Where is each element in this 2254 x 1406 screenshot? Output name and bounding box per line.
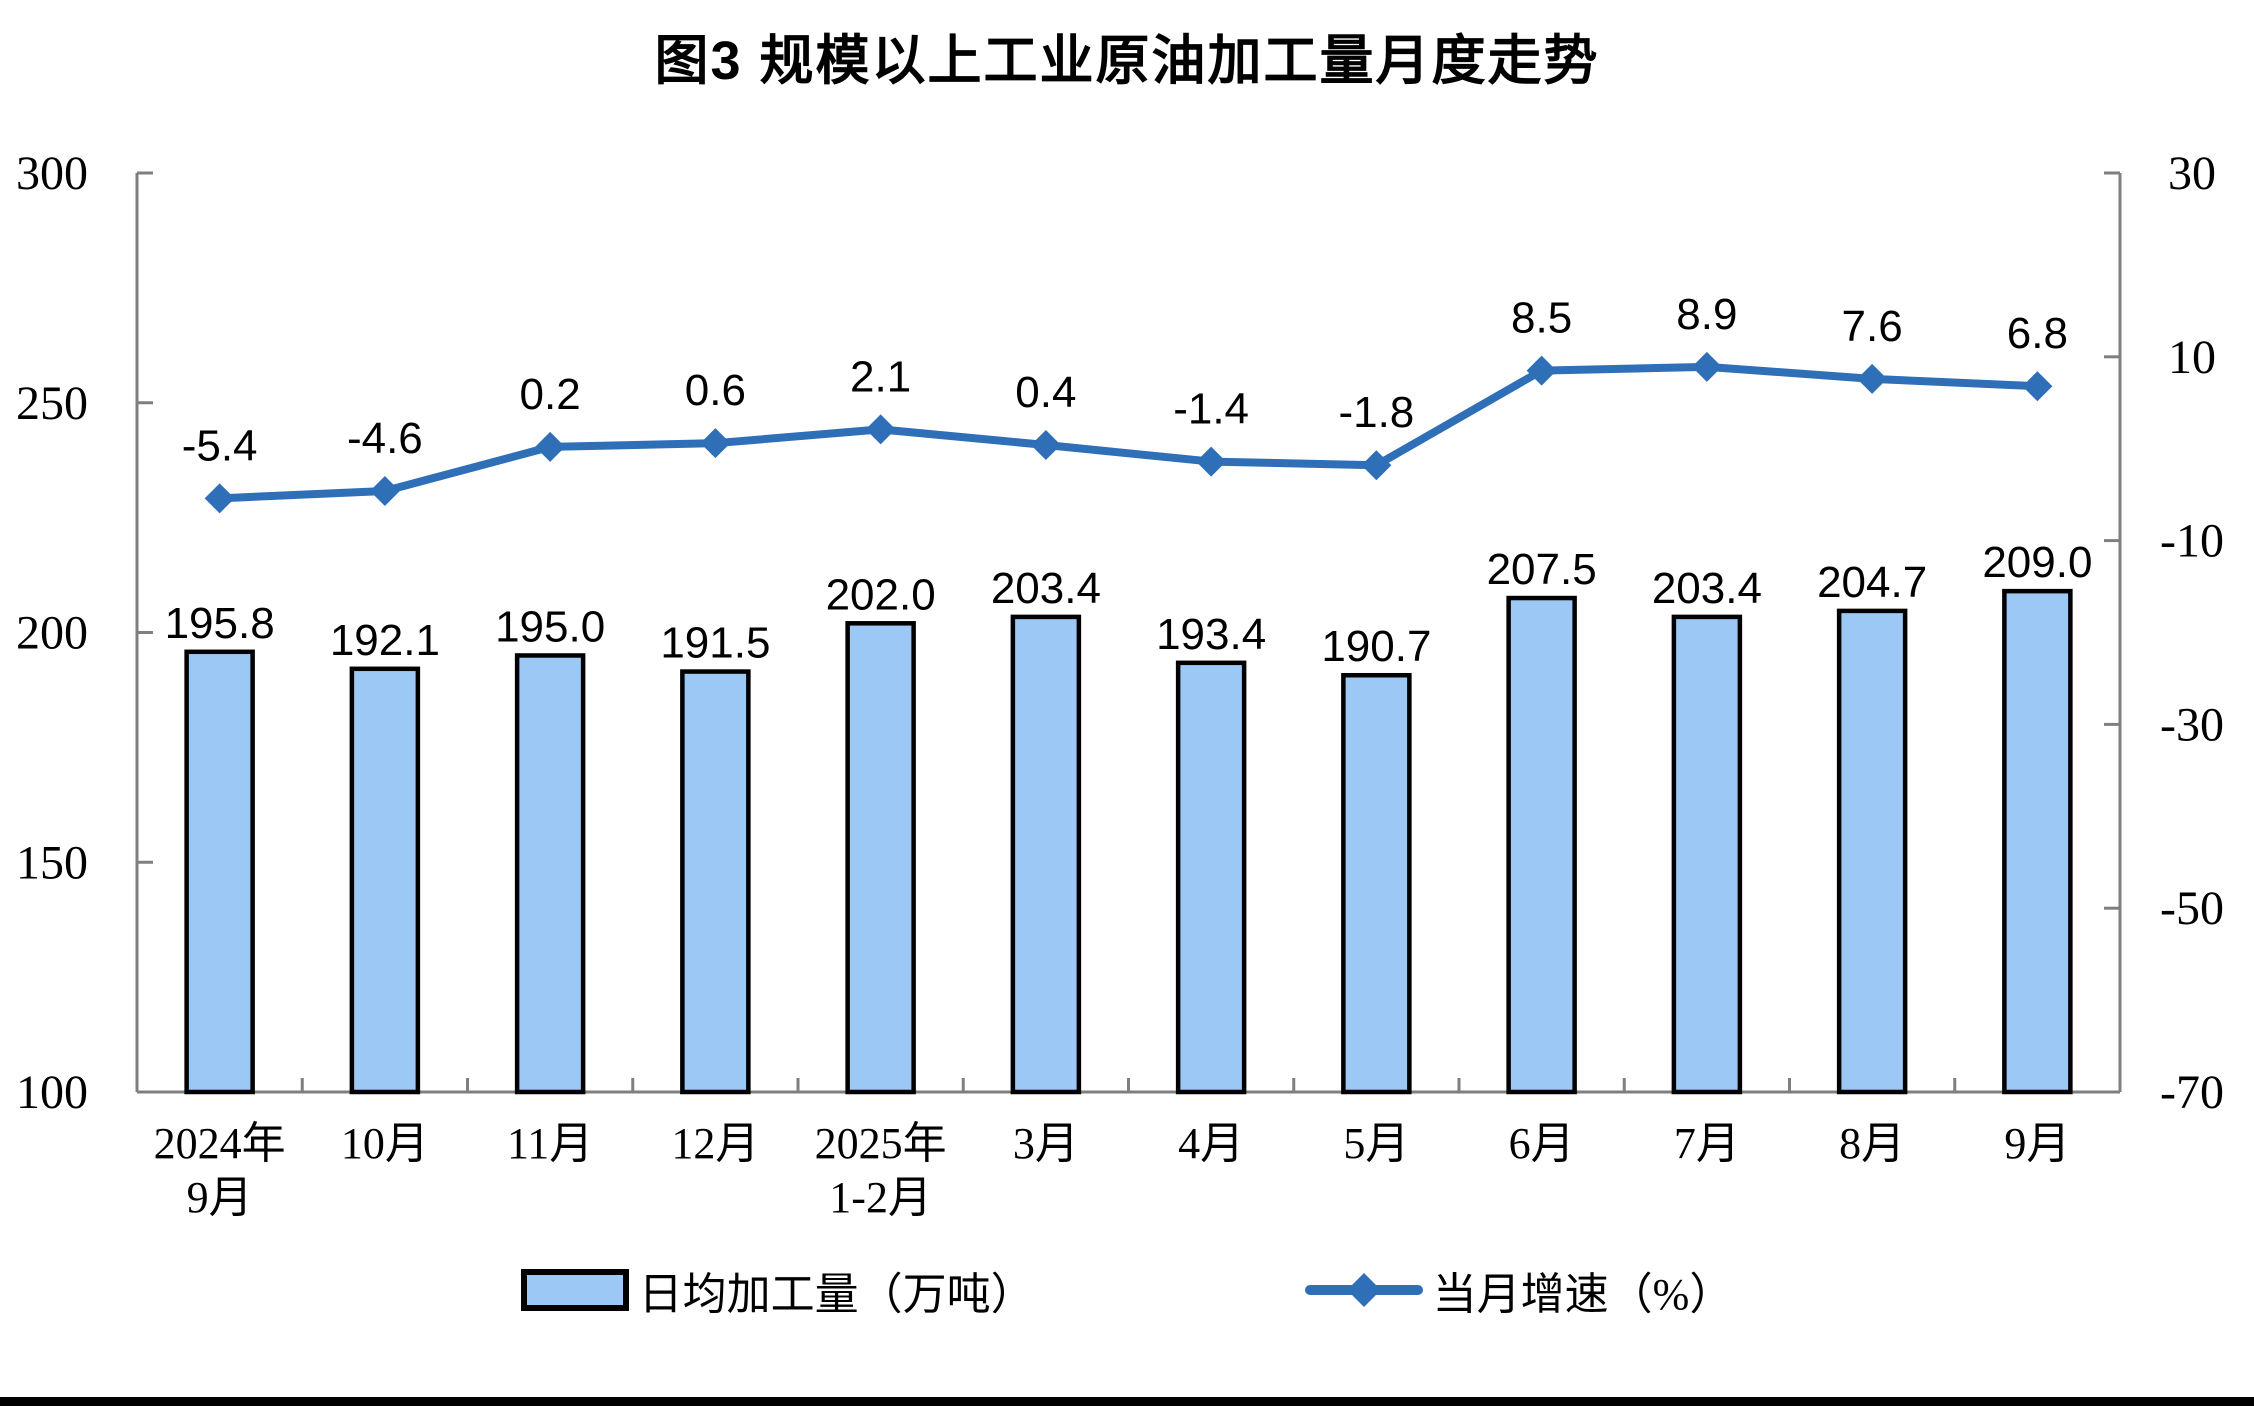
x-axis-category-label: 7月 — [1674, 1119, 1740, 1168]
bar — [1506, 595, 1577, 1095]
bar-value-label: 193.4 — [1156, 610, 1266, 659]
line-marker — [700, 428, 731, 459]
bar-value-label: 195.0 — [495, 602, 605, 651]
x-axis-category-label: 2024年 9月 — [154, 1119, 286, 1222]
legend-item-line: 当月增速（%） — [1304, 1258, 1734, 1322]
bar-value-label: 191.5 — [660, 619, 770, 668]
x-axis-category-label: 9月 — [2004, 1119, 2070, 1168]
y-axis-right-tick-label: 10 — [2168, 331, 2216, 384]
y-axis-right-tick-label: -50 — [2160, 882, 2224, 935]
line-marker — [1196, 446, 1227, 477]
bar-value-label: 190.7 — [1321, 622, 1431, 671]
y-axis-left-tick-label: 150 — [16, 836, 88, 889]
x-axis-category-label: 5月 — [1343, 1119, 1409, 1168]
x-axis-category-label: 8月 — [1839, 1119, 1905, 1168]
line-marker — [1526, 355, 1557, 386]
y-axis-right-tick-label: -10 — [2160, 515, 2224, 568]
bar-value-label: 203.4 — [1652, 564, 1762, 613]
bar-value-label: 203.4 — [991, 564, 1101, 613]
bar — [514, 653, 586, 1095]
x-axis-category-label: 4月 — [1178, 1119, 1244, 1168]
bar-value-label: 195.8 — [165, 599, 275, 648]
line-marker — [369, 475, 400, 506]
line-value-label: 8.5 — [1511, 294, 1572, 343]
x-axis-category-label: 12月 — [671, 1119, 759, 1168]
line-value-label: -1.8 — [1338, 388, 1414, 437]
bar — [1341, 672, 1412, 1095]
x-axis-category-label: 2025年 1-2月 — [815, 1119, 947, 1222]
line-marker — [1691, 351, 1722, 382]
line-value-label: 8.9 — [1676, 290, 1737, 339]
y-axis-right-tick-label: 30 — [2168, 147, 2216, 200]
bar — [2002, 588, 2073, 1095]
bar — [680, 669, 751, 1095]
bar — [184, 649, 255, 1095]
y-axis-left-tick-label: 200 — [16, 607, 88, 660]
y-axis-left-tick-label: 250 — [16, 377, 88, 430]
line-series-label: 当月增速（%） — [1432, 1270, 1734, 1319]
bar — [1671, 614, 1743, 1095]
line-marker — [865, 414, 896, 445]
bar-value-label: 209.0 — [1982, 538, 2092, 587]
x-axis-category-label: 3月 — [1013, 1119, 1079, 1168]
legend: 日均加工量（万吨） 当月增速（%） — [0, 1258, 2254, 1322]
line-swatch-diamond-marker — [1346, 1273, 1381, 1307]
line-value-label: 0.4 — [1015, 368, 1076, 417]
bar-series-label: 日均加工量（万吨） — [638, 1270, 1035, 1319]
line-value-label: 7.6 — [1842, 302, 1903, 351]
line-value-label: -5.4 — [182, 421, 258, 470]
legend-item-bar: 日均加工量（万吨） — [520, 1258, 1035, 1322]
bar-value-label: 207.5 — [1487, 545, 1597, 594]
line-marker — [2022, 371, 2053, 402]
line-marker — [204, 483, 235, 514]
line-value-label: 6.8 — [2007, 309, 2068, 358]
y-axis-left-tick-label: 300 — [16, 147, 88, 200]
line-marker — [1030, 430, 1061, 461]
line-marker — [1361, 450, 1392, 481]
line-value-label: 0.6 — [685, 366, 746, 415]
bar — [349, 666, 421, 1095]
bottom-border — [0, 1397, 2254, 1406]
bar — [1010, 614, 1082, 1095]
chart-title: 图3 规模以上工业原油加工量月度走势 — [654, 31, 1600, 91]
x-axis-category-label: 6月 — [1509, 1119, 1575, 1168]
growth-line — [215, 362, 2042, 503]
bar-value-label: 204.7 — [1817, 558, 1927, 607]
line-value-label: 0.2 — [520, 370, 581, 419]
line-value-label: 2.1 — [850, 352, 911, 401]
line-marker — [535, 431, 566, 462]
bar-value-label: 192.1 — [330, 616, 440, 665]
line-value-label: -1.4 — [1173, 385, 1249, 434]
x-axis-category-label: 10月 — [341, 1119, 429, 1168]
bar — [845, 621, 916, 1095]
bar-value-label: 202.0 — [826, 570, 936, 619]
bar — [1175, 660, 1247, 1095]
bar — [1836, 608, 1908, 1095]
y-axis-left-tick-label: 100 — [16, 1066, 88, 1119]
y-axis-right-tick-label: -70 — [2160, 1066, 2224, 1119]
y-axis-right-tick-label: -30 — [2160, 698, 2224, 751]
line-series-swatch — [1304, 1273, 1423, 1307]
line-value-label: -4.6 — [347, 414, 423, 463]
bar-series-swatch — [520, 1269, 629, 1311]
x-axis-category-label: 11月 — [507, 1119, 593, 1168]
line-marker — [1857, 363, 1888, 394]
